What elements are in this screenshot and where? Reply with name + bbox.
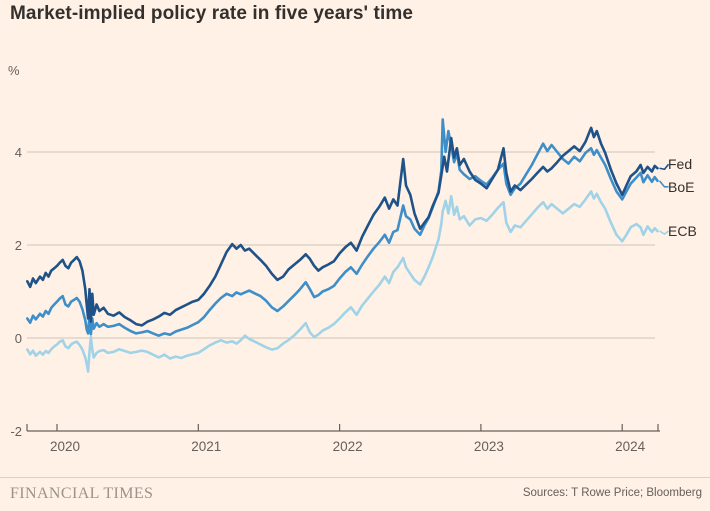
ft-logo-text: FINANCIAL TIMES — [10, 485, 154, 502]
y-tick-label: 0 — [14, 331, 22, 346]
series-line-fed — [25, 126, 659, 327]
x-tick-label: 2024 — [615, 439, 646, 454]
y-tick-label: -2 — [10, 424, 22, 439]
y-tick-label: 2 — [14, 238, 22, 253]
series-line-ecb — [25, 190, 659, 373]
y-axis-unit-label: % — [8, 63, 20, 78]
chart-title: Market-implied policy rate in five years… — [10, 3, 413, 24]
series-line-boe — [25, 118, 659, 338]
sources-text: Sources: T Rowe Price; Bloomberg — [522, 487, 702, 499]
series-label-fed: Fed — [668, 156, 693, 173]
series-label-connector-boe — [658, 180, 669, 188]
series-label-connector-ecb — [659, 230, 670, 236]
x-tick-label: 2023 — [473, 439, 504, 454]
x-tick-label: 2020 — [49, 439, 81, 454]
series-label-boe: BoE — [668, 178, 695, 195]
x-tick-label: 2022 — [332, 439, 363, 454]
y-tick-label: 4 — [14, 145, 22, 160]
series-label-connector-fed — [659, 163, 670, 171]
x-tick-label: 2021 — [191, 439, 222, 454]
footer-divider — [0, 477, 710, 478]
series-label-ecb: ECB — [668, 223, 697, 240]
